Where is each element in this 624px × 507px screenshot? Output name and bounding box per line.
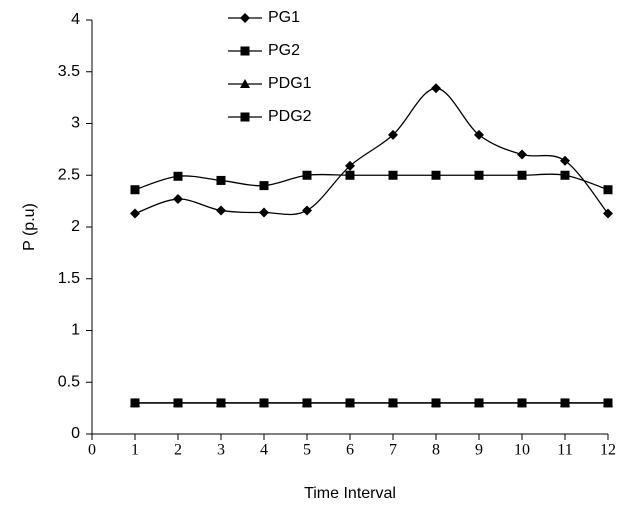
legend-label: PDG1 bbox=[268, 75, 312, 92]
marker bbox=[240, 46, 250, 56]
y-tick-label: 1 bbox=[71, 322, 80, 339]
x-axis-label: Time Interval bbox=[304, 485, 396, 502]
marker bbox=[560, 155, 570, 166]
marker bbox=[517, 170, 527, 180]
y-tick-label: 3.5 bbox=[58, 63, 80, 80]
marker bbox=[302, 205, 312, 216]
marker bbox=[560, 398, 570, 408]
marker bbox=[216, 398, 226, 408]
x-tick-label: 0 bbox=[88, 442, 96, 459]
marker bbox=[517, 398, 527, 408]
marker bbox=[431, 170, 441, 180]
legend-label: PG2 bbox=[268, 42, 300, 59]
y-tick-label: 1.5 bbox=[58, 270, 80, 287]
x-tick-label: 7 bbox=[389, 442, 397, 459]
marker bbox=[173, 194, 183, 205]
marker bbox=[173, 398, 183, 408]
legend-label: PDG2 bbox=[268, 108, 312, 125]
x-tick-label: 1 bbox=[131, 442, 139, 459]
y-axis-label: P (p.u) bbox=[21, 203, 38, 251]
marker bbox=[240, 112, 250, 122]
y-tick-label: 0.5 bbox=[58, 373, 80, 390]
y-tick-label: 2 bbox=[71, 218, 80, 235]
marker bbox=[259, 207, 269, 218]
marker bbox=[240, 13, 250, 23]
marker bbox=[388, 129, 398, 140]
marker bbox=[431, 83, 441, 94]
x-tick-label: 5 bbox=[303, 442, 311, 459]
marker bbox=[216, 175, 226, 185]
marker bbox=[130, 398, 140, 408]
marker bbox=[345, 160, 355, 171]
marker bbox=[603, 208, 613, 219]
y-tick-label: 2.5 bbox=[58, 166, 80, 183]
marker bbox=[345, 398, 355, 408]
marker bbox=[240, 79, 250, 88]
marker bbox=[474, 170, 484, 180]
x-tick-label: 2 bbox=[174, 442, 182, 459]
marker bbox=[345, 170, 355, 180]
marker bbox=[302, 170, 312, 180]
marker bbox=[130, 185, 140, 195]
x-tick-label: 11 bbox=[557, 442, 572, 459]
marker bbox=[259, 398, 269, 408]
marker bbox=[388, 170, 398, 180]
x-tick-label: 8 bbox=[432, 442, 440, 459]
marker bbox=[130, 208, 140, 219]
legend-label: PG1 bbox=[268, 9, 300, 26]
marker bbox=[431, 398, 441, 408]
y-tick-label: 3 bbox=[71, 115, 80, 132]
marker bbox=[560, 170, 570, 180]
x-tick-label: 12 bbox=[600, 442, 616, 459]
marker bbox=[603, 398, 613, 408]
marker bbox=[259, 181, 269, 191]
series-line bbox=[134, 87, 609, 216]
marker bbox=[302, 398, 312, 408]
marker bbox=[517, 149, 527, 160]
marker bbox=[474, 398, 484, 408]
x-tick-label: 9 bbox=[475, 442, 483, 459]
series-line bbox=[134, 173, 609, 191]
marker bbox=[216, 205, 226, 216]
y-tick-label: 4 bbox=[71, 11, 80, 28]
x-tick-label: 3 bbox=[217, 442, 225, 459]
x-tick-label: 10 bbox=[514, 442, 530, 459]
marker bbox=[474, 129, 484, 140]
marker bbox=[388, 398, 398, 408]
y-tick-label: 0 bbox=[71, 425, 80, 442]
x-tick-label: 6 bbox=[346, 442, 354, 459]
x-tick-label: 4 bbox=[260, 442, 268, 459]
marker bbox=[173, 171, 183, 181]
marker bbox=[603, 185, 613, 195]
